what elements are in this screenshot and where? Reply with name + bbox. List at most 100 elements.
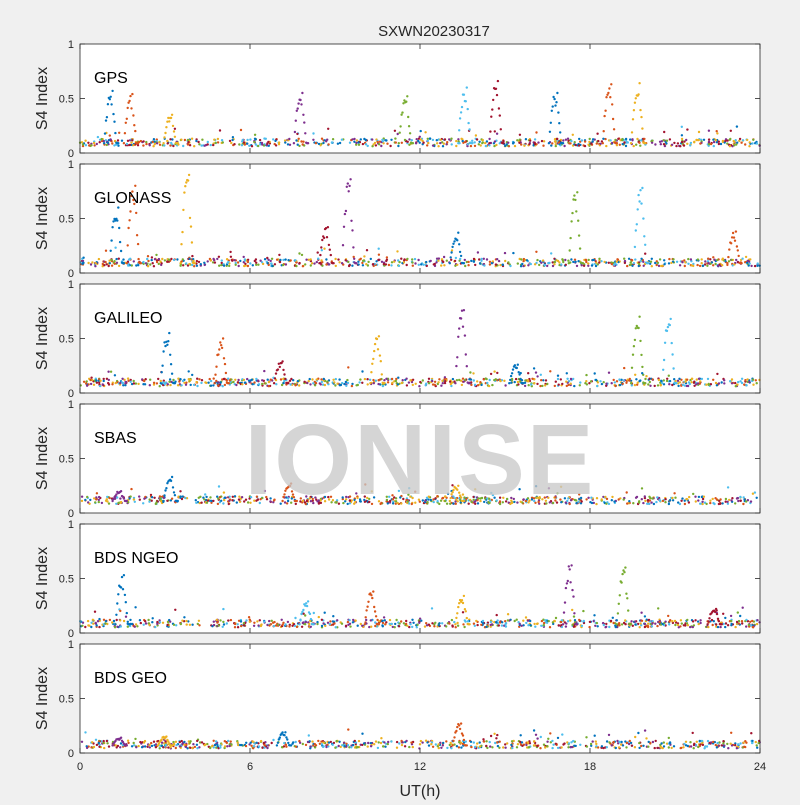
data-point (554, 385, 556, 387)
data-point (684, 500, 686, 502)
data-point (470, 741, 472, 743)
data-point (744, 746, 746, 748)
data-point (554, 104, 556, 106)
data-point (154, 258, 156, 260)
data-point (227, 740, 229, 742)
data-point (509, 265, 511, 267)
data-point (267, 379, 269, 381)
data-point (572, 740, 574, 742)
data-point (281, 731, 283, 733)
data-point (579, 247, 581, 249)
data-point (231, 260, 233, 262)
data-point (721, 258, 723, 260)
data-point (95, 498, 97, 500)
data-point (701, 501, 703, 503)
data-point (159, 747, 161, 749)
data-point (280, 378, 282, 380)
data-point (441, 622, 443, 624)
data-point (82, 257, 84, 259)
data-point (299, 619, 301, 621)
data-point (495, 88, 497, 90)
data-point (645, 375, 647, 377)
data-point (411, 258, 413, 260)
data-point (552, 265, 554, 267)
data-point (518, 371, 520, 373)
data-point (237, 623, 239, 625)
data-point (722, 613, 724, 615)
data-point (578, 234, 580, 236)
data-point (510, 744, 512, 746)
data-point (541, 385, 543, 387)
data-point (713, 145, 715, 147)
data-point (742, 503, 744, 505)
data-point (550, 122, 552, 124)
data-point (281, 746, 283, 748)
data-point (521, 745, 523, 747)
data-point (94, 501, 96, 503)
data-point (272, 138, 274, 140)
data-point (170, 142, 172, 144)
data-point (563, 611, 565, 613)
data-point (722, 742, 724, 744)
data-point (104, 261, 106, 263)
data-point (476, 624, 478, 626)
data-point (219, 381, 221, 383)
data-point (555, 381, 557, 383)
data-point (291, 625, 293, 627)
data-point (678, 378, 680, 380)
data-point (562, 139, 564, 141)
data-point (352, 744, 354, 746)
data-point (588, 382, 590, 384)
data-point (540, 625, 542, 627)
data-point (426, 144, 428, 146)
data-point (107, 142, 109, 144)
data-point (251, 145, 253, 147)
data-point (611, 263, 613, 265)
data-point (726, 501, 728, 503)
data-point (283, 734, 285, 736)
data-point (238, 496, 240, 498)
data-point (728, 260, 730, 262)
data-point (245, 745, 247, 747)
data-point (569, 581, 571, 583)
data-point (450, 138, 452, 140)
data-point (467, 261, 469, 263)
data-point (387, 381, 389, 383)
data-point (751, 620, 753, 622)
data-point (271, 620, 273, 622)
data-point (566, 582, 568, 584)
data-point (350, 746, 352, 748)
data-point (643, 265, 645, 267)
data-point (671, 747, 673, 749)
data-point (702, 498, 704, 500)
data-point (298, 262, 300, 264)
data-point (382, 745, 384, 747)
data-point (183, 741, 185, 743)
data-point (320, 740, 322, 742)
data-point (634, 102, 636, 104)
data-point (438, 257, 440, 259)
data-point (337, 258, 339, 260)
data-point (724, 617, 726, 619)
data-point (302, 114, 304, 116)
data-point (651, 378, 653, 380)
data-point (709, 502, 711, 504)
data-point (108, 379, 110, 381)
data-point (127, 244, 129, 246)
data-point (717, 626, 719, 628)
data-point (349, 264, 351, 266)
data-point (634, 736, 636, 738)
data-point (149, 498, 151, 500)
data-point (218, 265, 220, 267)
data-point (679, 381, 681, 383)
data-point (298, 384, 300, 386)
data-point (196, 385, 198, 387)
data-point (277, 368, 279, 370)
data-point (370, 371, 372, 373)
data-point (756, 619, 758, 621)
data-point (165, 126, 167, 128)
data-point (391, 261, 393, 263)
data-point (640, 745, 642, 747)
data-point (173, 491, 175, 493)
data-point (194, 746, 196, 748)
